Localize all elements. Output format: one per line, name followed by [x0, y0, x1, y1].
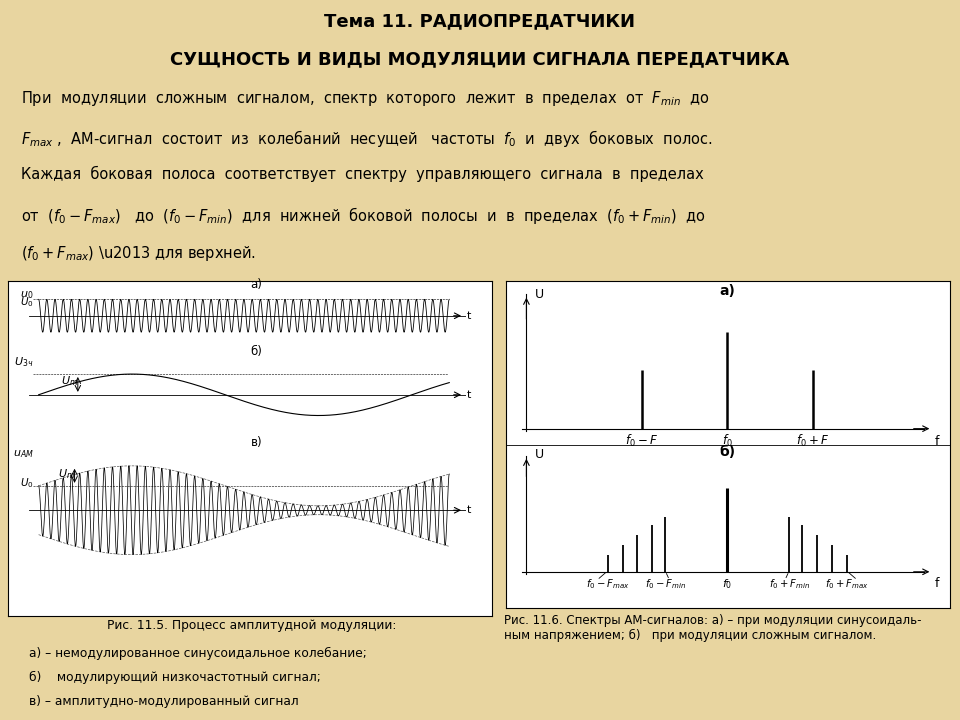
Text: $u_{АМ}$: $u_{АМ}$ — [12, 448, 34, 460]
Text: t: t — [468, 390, 471, 400]
Text: $\mathit{F_{max}}$ ,  АМ-сигнал  состоит  из  колебаний  несущей   частоты  $\ma: $\mathit{F_{max}}$ , АМ-сигнал состоит и… — [21, 127, 712, 149]
Text: $f_0+F_{min}$: $f_0+F_{min}$ — [769, 577, 809, 590]
Text: Тема 11. РАДИОПРЕДАТЧИКИ: Тема 11. РАДИОПРЕДАТЧИКИ — [324, 12, 636, 30]
Text: $f_0$: $f_0$ — [722, 577, 732, 590]
Text: $f_0+F$: $f_0+F$ — [796, 433, 829, 449]
Text: $u_0$: $u_0$ — [20, 289, 34, 301]
Text: $f_0-F_{max}$: $f_0-F_{max}$ — [586, 577, 630, 590]
Text: f: f — [934, 577, 939, 590]
Text: U: U — [535, 288, 544, 301]
Text: $U_m$: $U_m$ — [61, 374, 79, 388]
Text: $f_0$: $f_0$ — [722, 433, 732, 449]
Text: $U_m$: $U_m$ — [59, 467, 76, 481]
Text: $f_0+F_{max}$: $f_0+F_{max}$ — [825, 577, 869, 590]
Text: t: t — [468, 505, 471, 516]
Text: t: t — [468, 311, 471, 321]
Text: б)    модулирующий низкочастотный сигнал;: б) модулирующий низкочастотный сигнал; — [29, 671, 321, 684]
Text: f: f — [934, 435, 939, 448]
Text: Рис. 11.5. Процесс амплитудной модуляции:: Рис. 11.5. Процесс амплитудной модуляции… — [108, 619, 396, 632]
Text: б): б) — [719, 445, 735, 459]
Text: б): б) — [251, 346, 262, 359]
Text: $U_0$: $U_0$ — [20, 477, 34, 490]
Text: СУЩНОСТЬ И ВИДЫ МОДУЛЯЦИИ СИГНАЛА ПЕРЕДАТЧИКА: СУЩНОСТЬ И ВИДЫ МОДУЛЯЦИИ СИГНАЛА ПЕРЕДА… — [170, 50, 790, 68]
Text: U: U — [535, 449, 544, 462]
Text: $f_0-F_{min}$: $f_0-F_{min}$ — [645, 577, 685, 590]
Text: а): а) — [251, 278, 262, 291]
Text: $(\mathit{f_0+F_{max}})$ \u2013 для верхней.: $(\mathit{f_0+F_{max}})$ \u2013 для верх… — [21, 243, 256, 263]
Text: $f_0-F$: $f_0-F$ — [625, 433, 659, 449]
Text: $U_0$: $U_0$ — [20, 295, 34, 309]
Text: в): в) — [251, 436, 262, 449]
Text: от  $(\mathit{f_0-F_{max}})$   до  $(\mathit{f_0-F_{min}})$  для  нижней  боково: от $(\mathit{f_0-F_{max}})$ до $(\mathit… — [21, 205, 706, 226]
Text: Рис. 11.6. Спектры АМ-сигналов: а) – при модуляции синусоидаль-
ным напряжением;: Рис. 11.6. Спектры АМ-сигналов: а) – при… — [504, 614, 922, 642]
Text: а): а) — [719, 284, 735, 298]
Text: При  модуляции  сложным  сигналом,  спектр  которого  лежит  в  пределах  от  $\: При модуляции сложным сигналом, спектр к… — [21, 89, 709, 108]
Text: Каждая  боковая  полоса  соответствует  спектру  управляющего  сигнала  в  преде: Каждая боковая полоса соответствует спек… — [21, 166, 704, 182]
Text: а) – немодулированное синусоидальное колебание;: а) – немодулированное синусоидальное кол… — [29, 647, 367, 660]
Text: в) – амплитудно-модулированный сигнал: в) – амплитудно-модулированный сигнал — [29, 696, 299, 708]
Text: $U_{3ч}$: $U_{3ч}$ — [14, 356, 34, 369]
